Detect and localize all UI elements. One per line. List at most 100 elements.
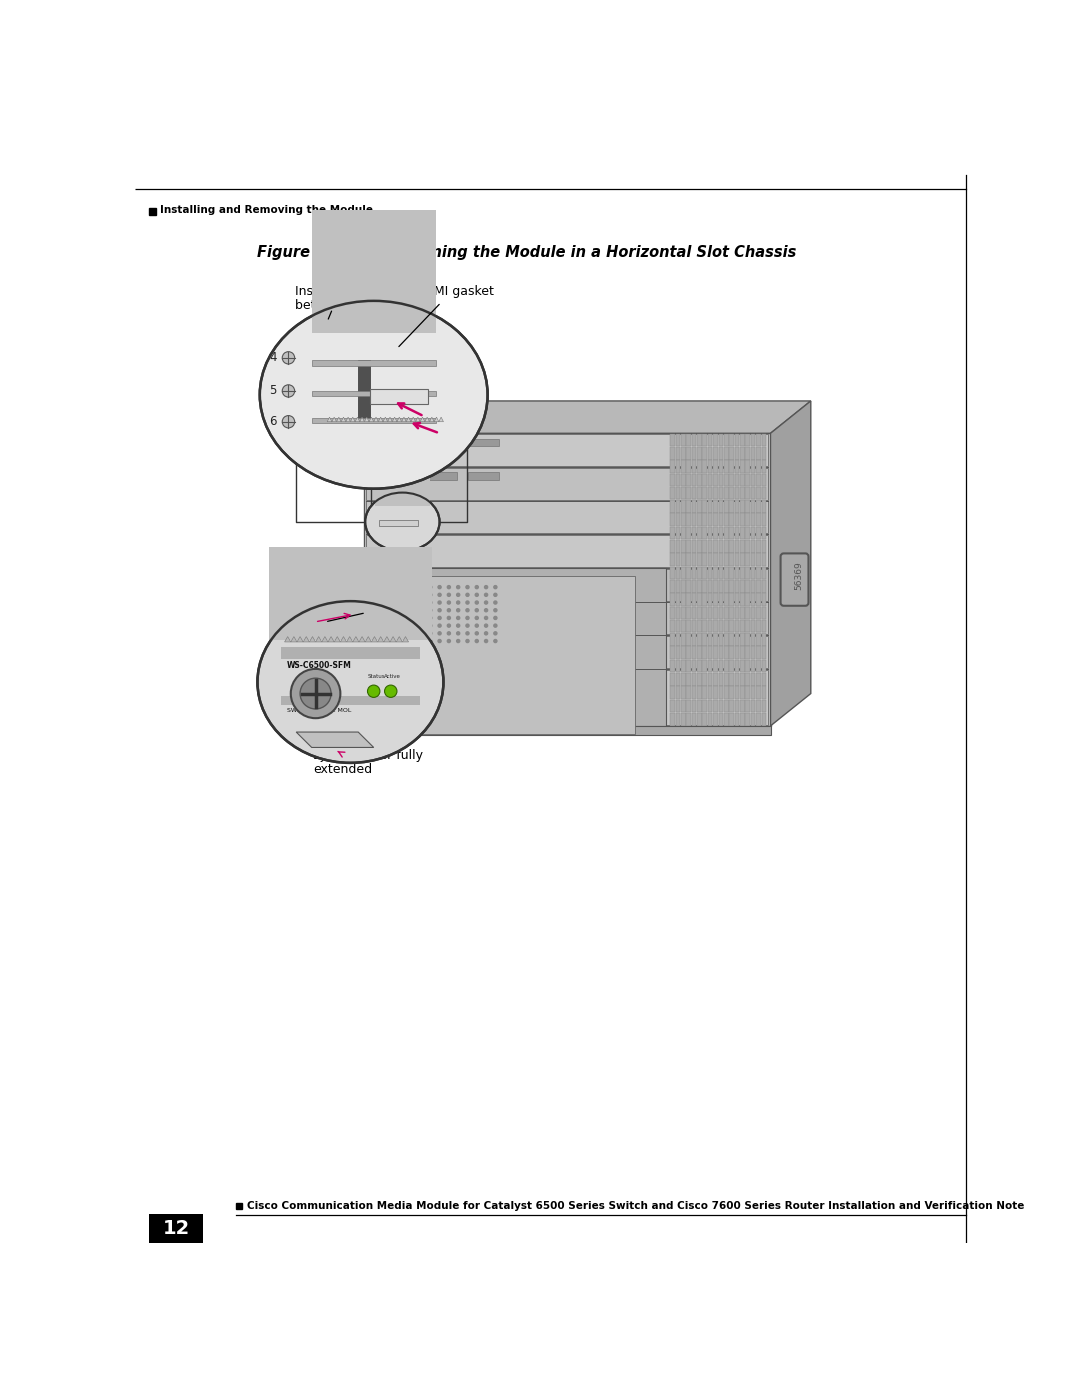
Bar — [670, 594, 675, 606]
Bar — [729, 673, 734, 686]
Polygon shape — [424, 418, 430, 422]
Bar — [675, 447, 680, 460]
Bar — [680, 580, 686, 592]
Text: Status: Status — [367, 675, 386, 679]
Bar — [697, 553, 702, 566]
Bar — [718, 460, 724, 472]
Bar — [718, 500, 724, 513]
Bar — [680, 620, 686, 633]
Bar — [375, 475, 430, 507]
Bar — [734, 460, 740, 472]
Circle shape — [392, 585, 394, 588]
Bar — [729, 686, 734, 698]
Bar — [718, 620, 724, 633]
Bar — [680, 514, 686, 527]
Bar — [734, 620, 740, 633]
Circle shape — [465, 585, 469, 588]
Bar — [761, 460, 766, 472]
Bar — [751, 433, 756, 446]
Bar — [740, 673, 745, 686]
Bar — [751, 594, 756, 606]
Bar — [713, 474, 718, 486]
Bar — [713, 647, 718, 659]
Bar — [675, 633, 680, 645]
Bar — [697, 686, 702, 698]
Bar — [691, 594, 697, 606]
Bar — [670, 620, 675, 633]
Bar — [707, 460, 713, 472]
Bar — [702, 488, 707, 499]
Bar — [675, 659, 680, 672]
Bar — [686, 633, 691, 645]
Circle shape — [392, 601, 394, 604]
Bar — [756, 567, 760, 580]
Bar — [724, 633, 729, 645]
Bar — [729, 659, 734, 672]
Bar — [761, 606, 766, 619]
Bar — [761, 514, 766, 527]
Polygon shape — [309, 637, 315, 643]
Bar — [702, 514, 707, 527]
Bar — [745, 647, 751, 659]
Bar — [680, 659, 686, 672]
Circle shape — [401, 609, 404, 612]
Polygon shape — [420, 418, 424, 422]
Circle shape — [457, 609, 460, 612]
Bar — [680, 700, 686, 712]
Bar — [718, 488, 724, 499]
Bar — [751, 567, 756, 580]
Bar — [729, 460, 734, 472]
Bar — [724, 488, 729, 499]
Bar — [675, 527, 680, 539]
Circle shape — [401, 640, 404, 643]
Bar — [697, 514, 702, 527]
Bar — [675, 647, 680, 659]
Bar — [384, 476, 391, 482]
Bar — [686, 673, 691, 686]
Bar — [761, 580, 766, 592]
Bar — [724, 553, 729, 566]
Text: EMI gasket: EMI gasket — [427, 285, 495, 298]
Bar — [680, 673, 686, 686]
Circle shape — [465, 631, 469, 634]
Bar — [734, 541, 740, 553]
Bar — [707, 712, 713, 725]
Bar — [718, 633, 724, 645]
Text: SWITCH FABRIC MOL: SWITCH FABRIC MOL — [287, 708, 351, 712]
Bar — [729, 633, 734, 645]
Circle shape — [465, 609, 469, 612]
Bar — [761, 633, 766, 645]
Bar — [761, 686, 766, 698]
Polygon shape — [402, 418, 406, 422]
Bar — [675, 553, 680, 566]
Bar — [394, 476, 400, 482]
Circle shape — [447, 640, 450, 643]
Polygon shape — [322, 637, 328, 643]
Bar — [713, 633, 718, 645]
Bar — [745, 474, 751, 486]
Bar — [756, 447, 760, 460]
Bar — [691, 527, 697, 539]
Bar — [697, 620, 702, 633]
Polygon shape — [327, 418, 332, 422]
Bar — [691, 580, 697, 592]
Bar — [680, 500, 686, 513]
Circle shape — [429, 601, 432, 604]
Circle shape — [447, 594, 450, 597]
Polygon shape — [378, 418, 383, 422]
Bar — [697, 659, 702, 672]
Bar — [761, 659, 766, 672]
Bar — [745, 712, 751, 725]
Circle shape — [401, 594, 404, 597]
Ellipse shape — [365, 493, 440, 550]
Bar — [745, 460, 751, 472]
Text: Insert module: Insert module — [296, 285, 382, 298]
Circle shape — [475, 594, 478, 597]
Circle shape — [392, 609, 394, 612]
Bar — [697, 567, 702, 580]
Bar — [761, 553, 766, 566]
Bar — [724, 433, 729, 446]
Bar — [686, 460, 691, 472]
Bar — [670, 606, 675, 619]
Bar — [680, 447, 686, 460]
